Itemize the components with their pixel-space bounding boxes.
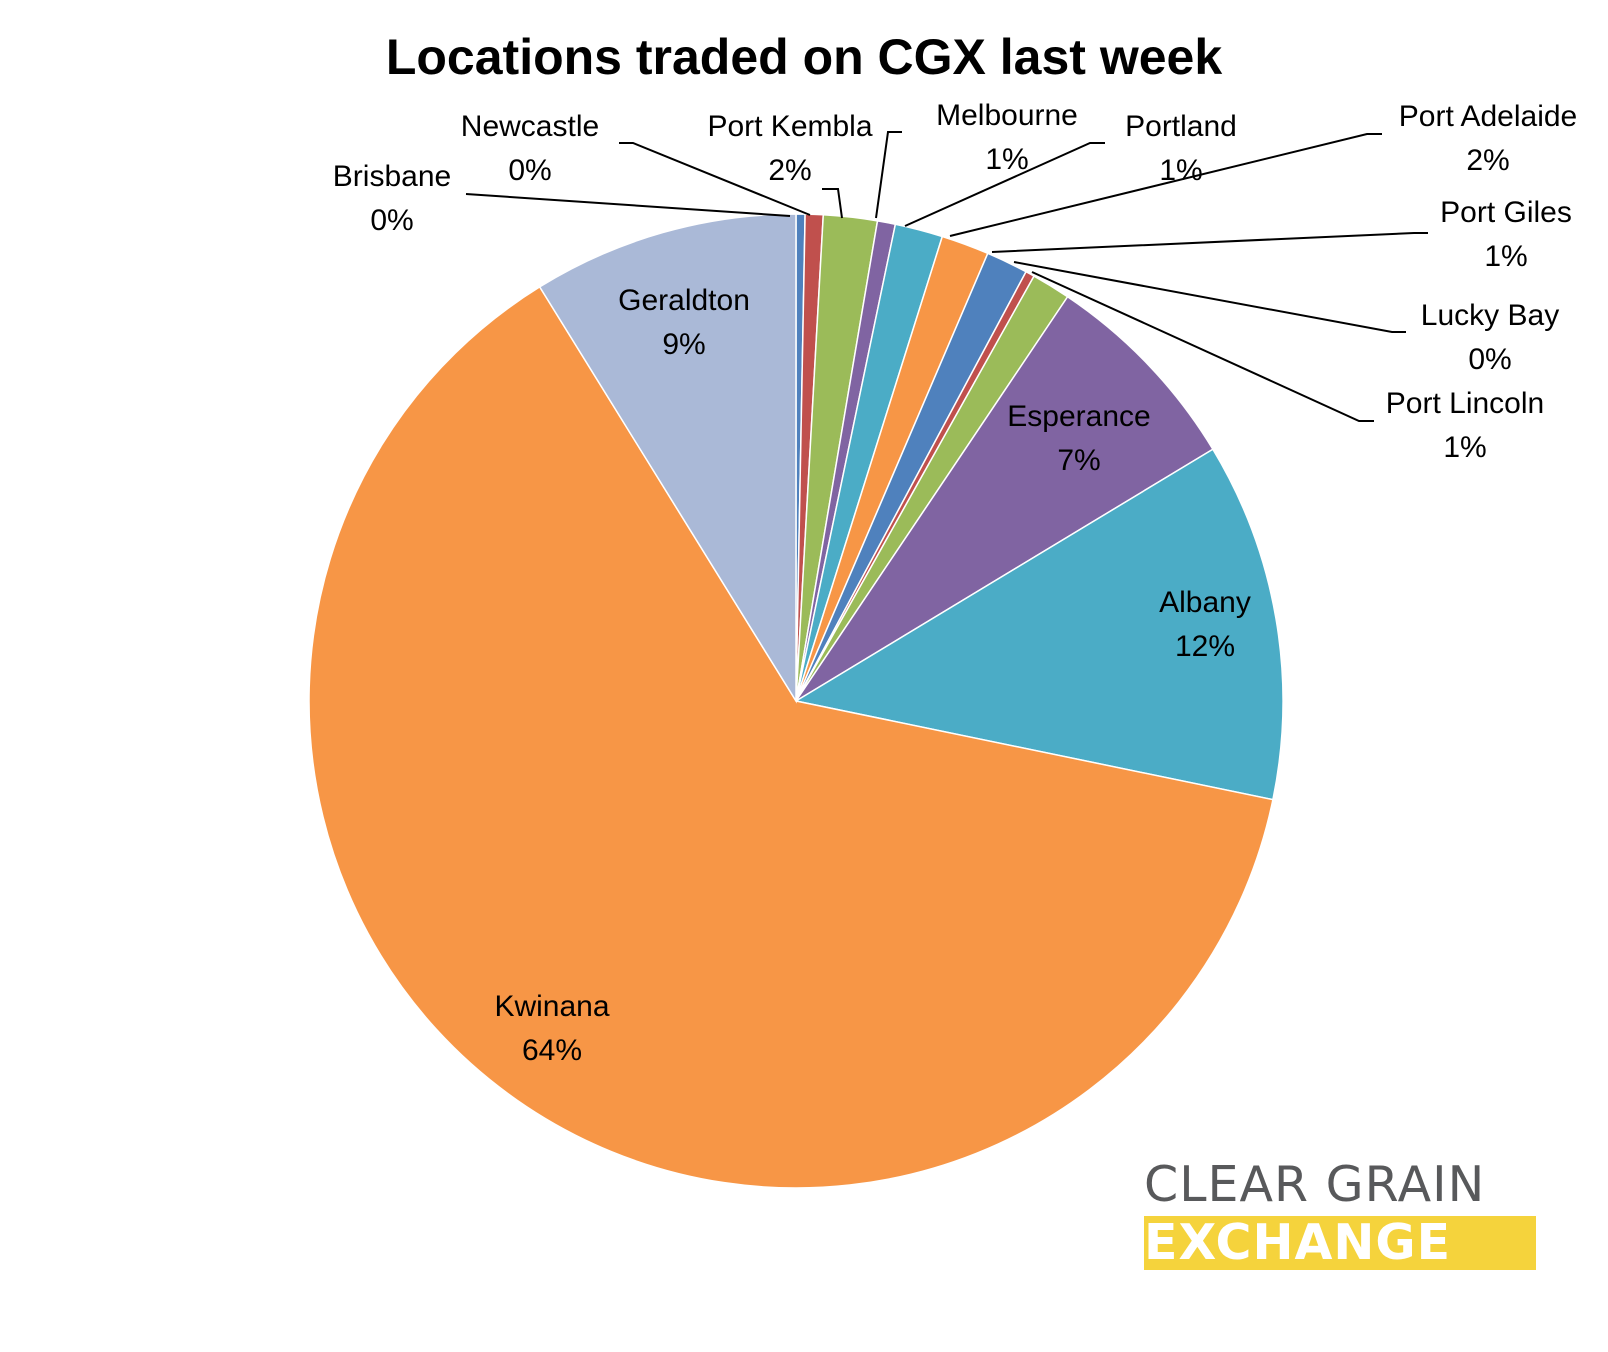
leader-line-port-giles — [991, 232, 1428, 253]
pie-slice-esperance — [795, 295, 1214, 702]
slice-name-port-giles: Port Giles — [1440, 196, 1572, 229]
leader-line-brisbane — [465, 193, 791, 217]
slice-percent-port-lincoln: 1% — [1443, 431, 1486, 464]
slice-percent-brisbane: 0% — [370, 204, 413, 237]
logo-line1: CLEAR GRAIN — [1144, 1156, 1486, 1213]
slice-name-newcastle: Newcastle — [461, 110, 599, 143]
slice-name-lucky-bay: Lucky Bay — [1421, 299, 1559, 332]
leader-line-port-kembla — [822, 188, 843, 219]
logo-line2: EXCHANGE — [1144, 1216, 1536, 1270]
pie-slices — [308, 213, 1284, 1189]
slice-percent-newcastle: 0% — [508, 154, 551, 187]
slice-name-esperance: Esperance — [1007, 400, 1150, 433]
slice-percent-lucky-bay: 0% — [1468, 343, 1511, 376]
leader-line-lucky-bay — [1013, 261, 1406, 333]
slice-name-port-lincoln: Port Lincoln — [1386, 387, 1544, 420]
leader-lines — [465, 131, 1428, 422]
chart-title: Locations traded on CGX last week — [385, 29, 1223, 85]
slice-percent-albany: 12% — [1175, 630, 1235, 663]
slice-percent-melbourne: 1% — [985, 143, 1028, 176]
leader-line-port-lincoln — [1031, 271, 1374, 422]
slice-percent-port-adelaide: 2% — [1466, 144, 1509, 177]
slice-percent-kwinana: 64% — [522, 1034, 582, 1067]
slice-percent-portland: 1% — [1159, 154, 1202, 187]
slice-percent-esperance: 7% — [1057, 444, 1100, 477]
leader-line-port-adelaide — [949, 133, 1382, 237]
clear-grain-exchange-logo: CLEAR GRAIN EXCHANGE — [1144, 1158, 1536, 1270]
pie-slice-albany — [793, 448, 1284, 801]
slice-labels: Brisbane 0% Newcastle 0% Port Kembla 2% Melbou… — [333, 99, 1577, 1067]
leader-line-newcastle — [619, 142, 811, 216]
slice-percent-port-kembla: 2% — [768, 154, 811, 187]
leader-line-portland — [904, 142, 1105, 227]
slice-name-kwinana: Kwinana — [494, 990, 609, 1023]
slice-name-melbourne: Melbourne — [936, 99, 1078, 132]
pie-slice-kwinana — [308, 285, 1274, 1189]
slice-percent-port-giles: 1% — [1484, 240, 1527, 273]
slice-name-portland: Portland — [1125, 110, 1237, 143]
slice-name-port-kembla: Port Kembla — [707, 110, 872, 143]
slice-name-brisbane: Brisbane — [333, 160, 451, 193]
slice-name-albany: Albany — [1159, 586, 1251, 619]
slice-name-geraldton: Geraldton — [618, 284, 750, 317]
leader-line-melbourne — [875, 131, 902, 219]
slice-percent-geraldton: 9% — [662, 328, 705, 361]
slice-name-port-adelaide: Port Adelaide — [1399, 100, 1577, 133]
